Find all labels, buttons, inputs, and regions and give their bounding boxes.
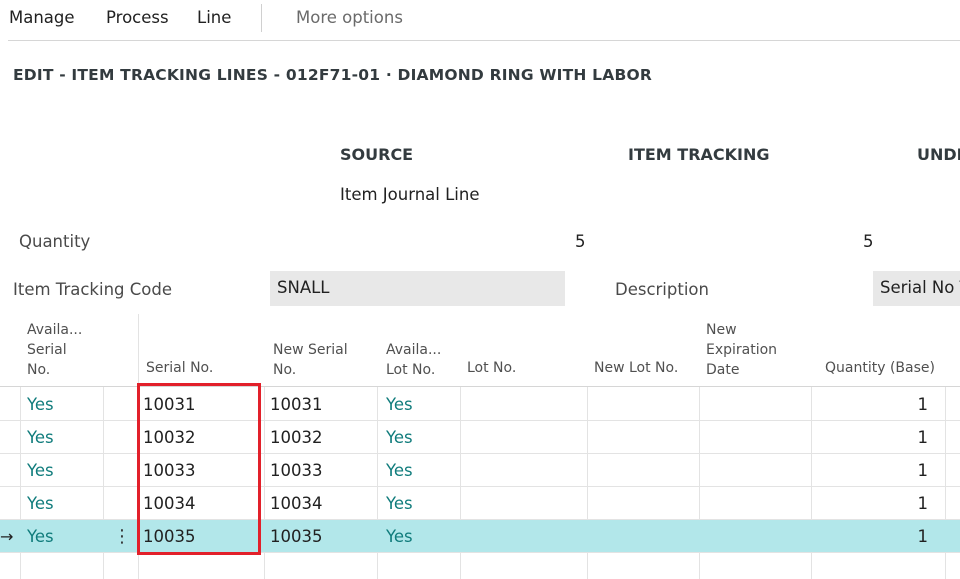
quantity-source-value: 5 <box>575 232 586 251</box>
column-separator <box>699 387 700 579</box>
column-separator <box>460 387 461 579</box>
column-separator <box>20 387 21 579</box>
column-separator <box>103 387 104 579</box>
new-serial-no-cell[interactable]: 10031 <box>270 395 323 414</box>
item-tracking-code-label: Item Tracking Code <box>13 280 172 299</box>
more-options-menu[interactable]: More options <box>296 8 403 27</box>
section-source-heading: SOURCE <box>340 145 414 164</box>
new-serial-no-cell[interactable]: 10033 <box>270 461 323 480</box>
available-lot-cell[interactable]: Yes <box>386 461 413 480</box>
grid-header: Availa... Serial No. Serial No. New Seri… <box>0 314 960 387</box>
available-serial-cell[interactable]: Yes <box>27 428 54 447</box>
table-row-selected[interactable]: → Yes ⋮ 10035 10035 Yes 1 <box>0 520 960 553</box>
available-lot-cell[interactable]: Yes <box>386 494 413 513</box>
menu-divider <box>8 40 960 41</box>
process-menu[interactable]: Process <box>106 8 169 27</box>
action-bar: Manage Process Line More options <box>0 0 960 40</box>
new-serial-no-cell[interactable]: 10035 <box>270 527 323 546</box>
new-serial-no-cell[interactable]: 10034 <box>270 494 323 513</box>
line-menu[interactable]: Line <box>197 8 232 27</box>
available-serial-cell[interactable]: Yes <box>27 494 54 513</box>
quantity-base-cell[interactable]: 1 <box>917 395 929 414</box>
available-serial-cell[interactable]: Yes <box>27 461 54 480</box>
table-row[interactable]: Yes 10033 10033 Yes 1 <box>0 454 960 487</box>
table-row[interactable]: Yes 10032 10032 Yes 1 <box>0 421 960 454</box>
item-tracking-code-field[interactable]: SNALL <box>270 271 565 306</box>
column-separator <box>811 387 812 579</box>
col-new-serial-no-header[interactable]: New Serial No. <box>273 342 348 378</box>
manage-menu[interactable]: Manage <box>9 8 75 27</box>
quantity-base-cell[interactable]: 1 <box>917 527 929 546</box>
description-field[interactable]: Serial No T <box>873 271 960 306</box>
serial-no-cell[interactable]: 10035 <box>143 527 196 546</box>
serial-no-cell[interactable]: 10034 <box>143 494 196 513</box>
quantity-base-cell[interactable]: 1 <box>917 461 929 480</box>
quantity-item-tracking-value: 5 <box>863 232 874 251</box>
header-divider <box>138 314 139 387</box>
new-serial-no-cell[interactable]: 10032 <box>270 428 323 447</box>
col-available-serial-header[interactable]: Availa... Serial No. <box>27 322 83 378</box>
section-item-tracking-heading: ITEM TRACKING <box>628 145 770 164</box>
section-undefined-heading: UNDE <box>917 145 960 164</box>
source-type-text: Item Journal Line <box>340 185 480 204</box>
quantity-base-cell[interactable]: 1 <box>917 428 929 447</box>
table-row[interactable]: Yes 10034 10034 Yes 1 <box>0 487 960 520</box>
quantity-base-cell[interactable]: 1 <box>917 494 929 513</box>
col-new-lot-no-header[interactable]: New Lot No. <box>594 360 679 376</box>
available-lot-cell[interactable]: Yes <box>386 428 413 447</box>
column-separator <box>587 387 588 579</box>
quantity-label: Quantity <box>19 232 91 251</box>
col-serial-no-header[interactable]: Serial No. <box>146 360 214 376</box>
col-available-lot-header[interactable]: Availa... Lot No. <box>386 342 442 378</box>
col-lot-no-header[interactable]: Lot No. <box>467 360 517 376</box>
col-quantity-base-header[interactable]: Quantity (Base) <box>825 360 935 376</box>
column-separator <box>945 387 946 579</box>
available-serial-cell[interactable]: Yes <box>27 527 54 546</box>
column-separator <box>264 387 265 579</box>
menu-separator <box>261 4 262 32</box>
serial-no-cell[interactable]: 10033 <box>143 461 196 480</box>
available-lot-cell[interactable]: Yes <box>386 527 413 546</box>
serial-no-cell[interactable]: 10031 <box>143 395 196 414</box>
col-new-expiration-date-header[interactable]: New Expiration Date <box>706 322 778 378</box>
page-title: EDIT - ITEM TRACKING LINES - 012F71-01 ·… <box>13 66 652 84</box>
column-separator <box>377 387 378 579</box>
description-label: Description <box>615 280 709 299</box>
table-row[interactable]: Yes 10031 10031 Yes 1 <box>0 388 960 421</box>
available-lot-cell[interactable]: Yes <box>386 395 413 414</box>
serial-no-cell[interactable]: 10032 <box>143 428 196 447</box>
current-row-arrow-icon: → <box>0 527 14 546</box>
available-serial-cell[interactable]: Yes <box>27 395 54 414</box>
row-actions-icon[interactable]: ⋮ <box>113 526 131 547</box>
